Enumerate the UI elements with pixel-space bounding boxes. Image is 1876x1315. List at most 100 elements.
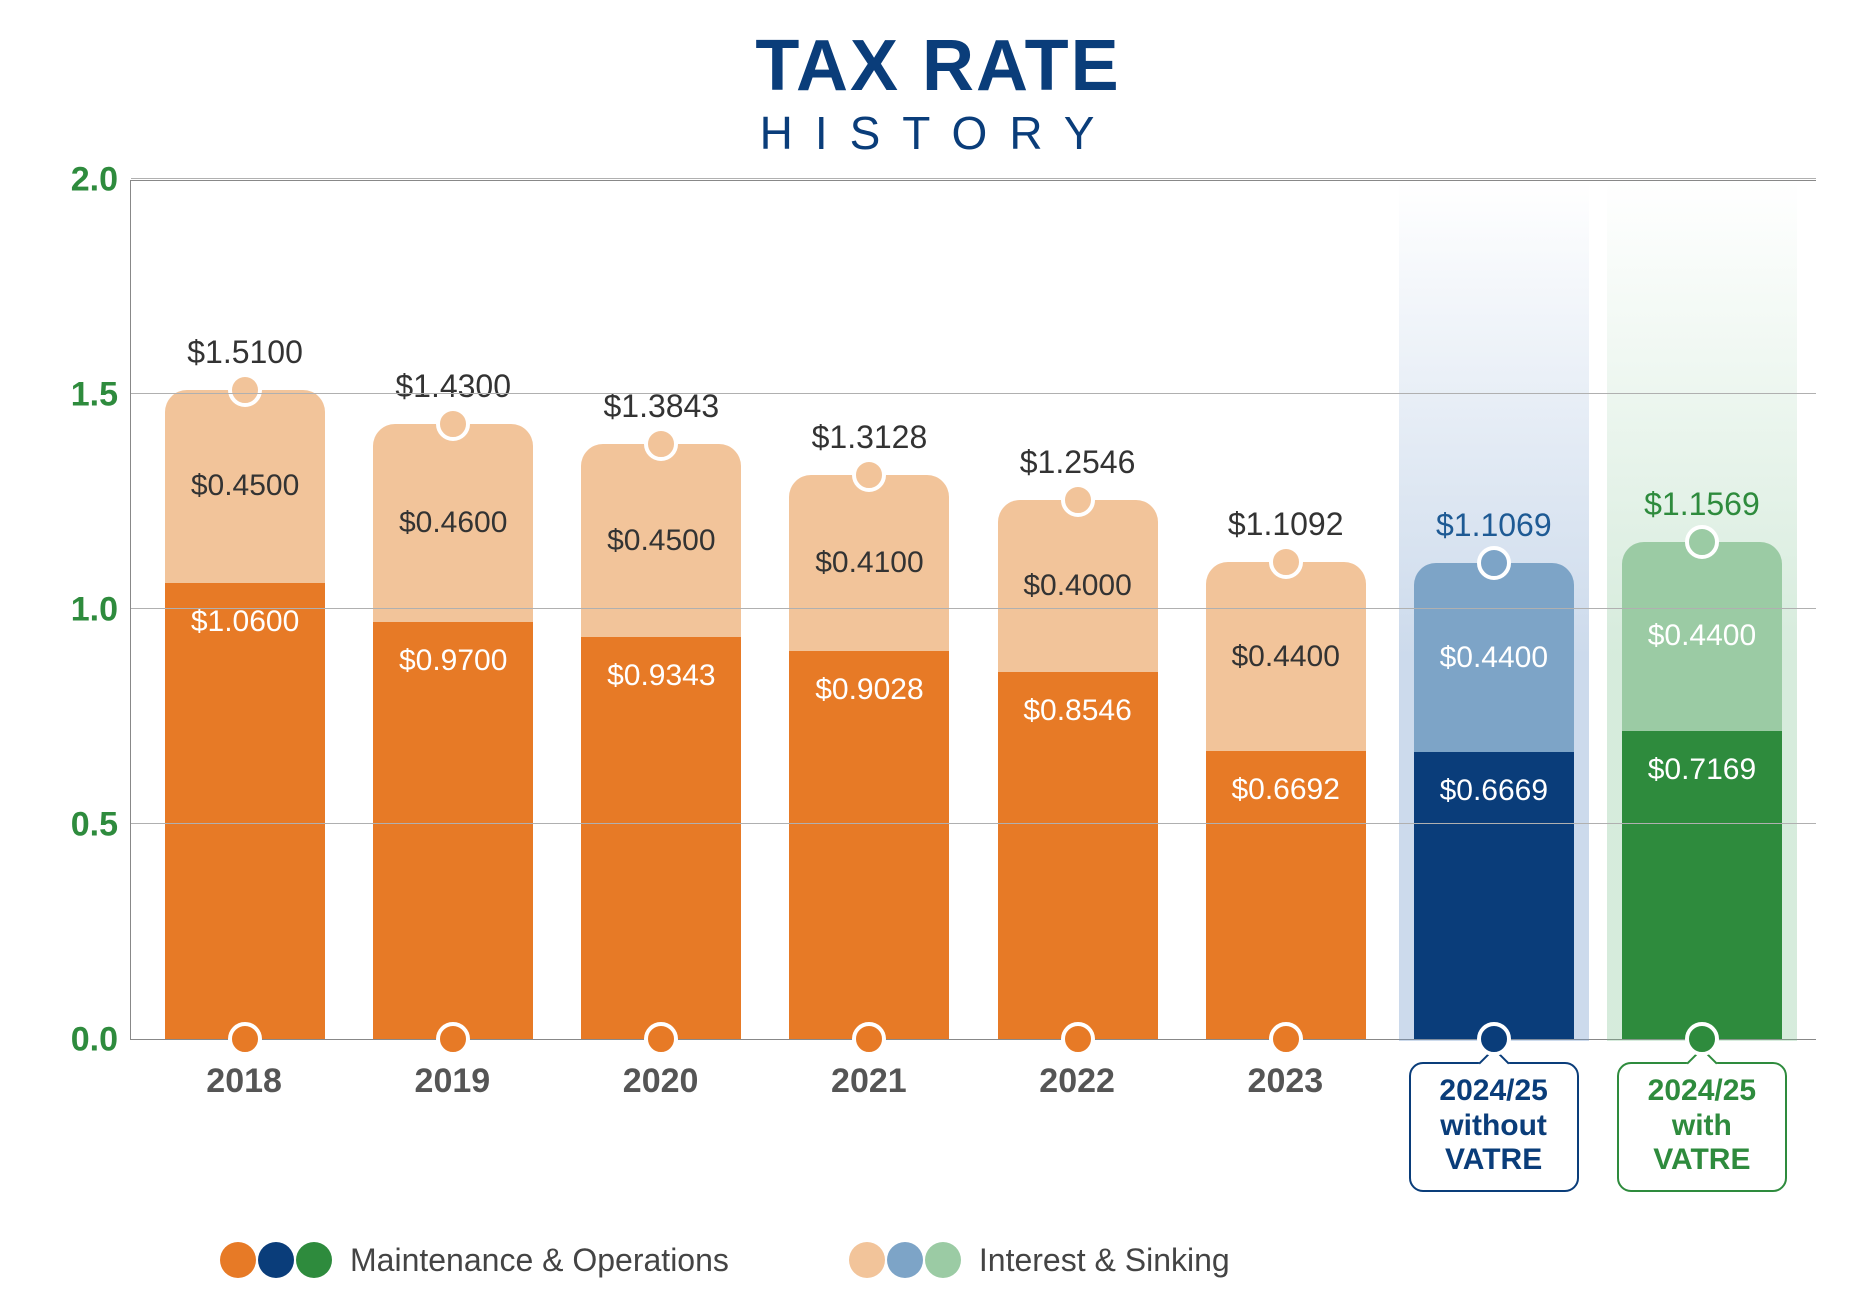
bar: $0.4000$1.2546 $0.8546 [998, 500, 1158, 1039]
bar-slot: $0.4000$1.2546 $0.8546 [974, 181, 1182, 1039]
marker-dot-bottom [1061, 1022, 1095, 1056]
mo-value-label: $0.6692 [1231, 773, 1339, 807]
x-label: 2018 [206, 1062, 282, 1192]
total-label: $1.5100 [145, 334, 345, 371]
legend: Maintenance & Operations Interest & Sinki… [220, 1242, 1816, 1279]
x-label-slot: 2023 [1181, 1062, 1389, 1192]
x-label: 2022 [1039, 1062, 1115, 1192]
marker-dot-top [1061, 483, 1095, 517]
legend-dot [887, 1242, 923, 1278]
bar: $0.4400$1.1569 $0.7169 [1622, 542, 1782, 1039]
marker-dot-bottom [228, 1022, 262, 1056]
total-label: $1.4300 [353, 368, 553, 405]
x-label: 2019 [415, 1062, 491, 1192]
bar-slot: $0.4100$1.3128$0.9028 [765, 181, 973, 1039]
marker-dot-bottom [436, 1022, 470, 1056]
segment-maintenance-operations: $0.9028 [789, 651, 949, 1039]
is-value-label: $0.4400 [1648, 619, 1756, 653]
is-value-label: $0.4400 [1440, 641, 1548, 675]
total-label: $1.1569 [1602, 486, 1802, 523]
segment-maintenance-operations: $0.8546 [998, 672, 1158, 1039]
marker-dot-top [436, 407, 470, 441]
bar: $0.4400$1.1069 $0.6669 [1414, 563, 1574, 1039]
legend-group: Interest & Sinking [849, 1242, 1230, 1279]
legend-dot [220, 1242, 256, 1278]
mo-value-label: $0.9700 [399, 644, 507, 678]
marker-dot-bottom [852, 1022, 886, 1056]
bar: $0.4400$1.1092$0.6692 [1206, 562, 1366, 1039]
marker-dot-top [852, 458, 886, 492]
marker-dot-bottom [1477, 1022, 1511, 1056]
legend-label: Maintenance & Operations [350, 1242, 729, 1279]
x-label-slot: 2021 [765, 1062, 973, 1192]
segment-interest-sinking: $0.4600$1.4300 [373, 424, 533, 622]
marker-dot-top [1269, 545, 1303, 579]
segment-interest-sinking: $0.4000$1.2546 [998, 500, 1158, 672]
marker-dot-bottom [1685, 1022, 1719, 1056]
plot-area: $0.4500$1.5100$1.0600$0.4600$1.4300$0.97… [130, 180, 1816, 1040]
mo-value-label: $0.6669 [1440, 774, 1548, 808]
x-label-slot: 2019 [348, 1062, 556, 1192]
mo-value-label: $1.0600 [191, 605, 299, 639]
mo-value-label: $0.8546 [1023, 694, 1131, 728]
segment-interest-sinking: $0.4400$1.1569 [1622, 542, 1782, 731]
segment-maintenance-operations: $0.6669 [1414, 752, 1574, 1039]
x-label: 2023 [1248, 1062, 1324, 1192]
legend-group: Maintenance & Operations [220, 1242, 729, 1279]
is-value-label: $0.4500 [607, 524, 715, 558]
title-sub: HISTORY [60, 106, 1816, 160]
marker-dot-top [1477, 546, 1511, 580]
segment-maintenance-operations: $0.9700 [373, 622, 533, 1039]
y-tick: 2.0 [71, 161, 118, 200]
x-label-slot: 2018 [140, 1062, 348, 1192]
gridline [131, 608, 1816, 609]
bar-slot: $0.4600$1.4300$0.9700 [349, 181, 557, 1039]
total-label: $1.1069 [1394, 507, 1594, 544]
mo-value-label: $0.9028 [815, 673, 923, 707]
total-label: $1.2546 [978, 444, 1178, 481]
legend-dot [925, 1242, 961, 1278]
y-tick: 1.5 [71, 376, 118, 415]
y-tick: 0.5 [71, 806, 118, 845]
marker-dot-top [644, 427, 678, 461]
year-callout: 2024/25withoutVATRE [1409, 1062, 1579, 1192]
title-block: TAX RATE HISTORY [60, 30, 1816, 160]
bar-slot: $0.4500$1.3843$0.9343 [557, 181, 765, 1039]
year-callout: 2024/25withVATRE [1617, 1062, 1787, 1192]
legend-label: Interest & Sinking [979, 1242, 1230, 1279]
legend-dot [258, 1242, 294, 1278]
y-tick: 0.0 [71, 1021, 118, 1060]
bars-row: $0.4500$1.5100$1.0600$0.4600$1.4300$0.97… [131, 181, 1816, 1039]
legend-dots [220, 1242, 332, 1278]
marker-dot-bottom [1269, 1022, 1303, 1056]
x-label-slot: 2022 [973, 1062, 1181, 1192]
marker-dot-top [228, 373, 262, 407]
bar-slot: $0.4500$1.5100$1.0600 [141, 181, 349, 1039]
legend-dot [849, 1242, 885, 1278]
page: TAX RATE HISTORY 0.00.51.01.52.0 $0.4500… [0, 0, 1876, 1315]
is-value-label: $0.4600 [399, 506, 507, 540]
x-label: 2021 [831, 1062, 907, 1192]
x-label-slot: 2024/25withoutVATRE [1390, 1062, 1598, 1192]
x-label: 2020 [623, 1062, 699, 1192]
chart: 0.00.51.01.52.0 $0.4500$1.5100$1.0600$0.… [60, 180, 1816, 1040]
bar: $0.4500$1.3843$0.9343 [581, 444, 741, 1039]
marker-dot-bottom [644, 1022, 678, 1056]
segment-maintenance-operations: $0.6692 [1206, 751, 1366, 1039]
legend-dots [849, 1242, 961, 1278]
is-value-label: $0.4400 [1231, 640, 1339, 674]
total-label: $1.1092 [1186, 506, 1386, 543]
x-label-slot: 2024/25withVATRE [1598, 1062, 1806, 1192]
bar: $0.4100$1.3128$0.9028 [789, 475, 949, 1040]
bar-slot: $0.4400$1.1069$0.6669 [1390, 181, 1598, 1039]
mo-value-label: $0.7169 [1648, 753, 1756, 787]
x-label-slot: 2020 [557, 1062, 765, 1192]
segment-interest-sinking: $0.4400$1.1069 [1414, 563, 1574, 752]
segment-maintenance-operations: $1.0600 [165, 583, 325, 1039]
title-main: TAX RATE [60, 30, 1816, 102]
bar: $0.4600$1.4300 $0.9700 [373, 424, 533, 1039]
gridline [131, 823, 1816, 824]
mo-value-label: $0.9343 [607, 659, 715, 693]
gridline [131, 393, 1816, 394]
bar-slot: $0.4400$1.1569$0.7169 [1598, 181, 1806, 1039]
